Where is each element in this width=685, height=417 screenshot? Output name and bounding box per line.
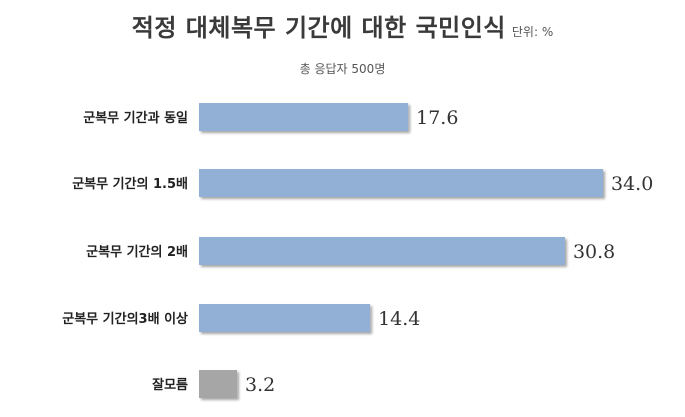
value-label: 17.6 — [416, 107, 458, 129]
bar — [199, 304, 371, 332]
value-label: 14.4 — [378, 308, 420, 330]
value-label: 3.2 — [245, 374, 275, 396]
value-label: 30.8 — [573, 241, 615, 263]
value-label: 34.0 — [611, 173, 653, 195]
category-label: 군복무 기간과 동일 — [83, 110, 188, 126]
bar — [199, 370, 238, 398]
bar-row: 군복무 기간의 2배 30.8 — [86, 237, 615, 265]
bar — [199, 103, 409, 131]
bar-row: 군복무 기간과 동일 17.6 — [83, 103, 458, 131]
unit-label: 단위: % — [511, 25, 554, 39]
category-label: 군복무 기간의 2배 — [86, 244, 188, 260]
bar-row: 군복무 기간의 1.5배 34.0 — [72, 169, 653, 197]
chart-title: 적정 대체복무 기간에 대한 국민인식 — [131, 14, 506, 42]
category-label: 군복무 기간의 1.5배 — [72, 176, 188, 192]
chart-subtitle: 총 응답자 500명 — [299, 62, 386, 76]
bar-row: 군복무 기간의3배 이상 14.4 — [62, 304, 420, 332]
bar — [199, 169, 603, 197]
category-label: 잘모름 — [152, 378, 188, 393]
category-label: 군복무 기간의3배 이상 — [62, 311, 188, 327]
bars-layer: 군복무 기간과 동일 17.6 군복무 기간의 1.5배 34.0 군복무 기간의 2배… — [62, 103, 653, 398]
bar — [199, 237, 565, 265]
chart-title-row: 적정 대체복무 기간에 대한 국민인식 단위: % — [0, 8, 685, 43]
bar-row: 잘모름 3.2 — [152, 370, 275, 398]
